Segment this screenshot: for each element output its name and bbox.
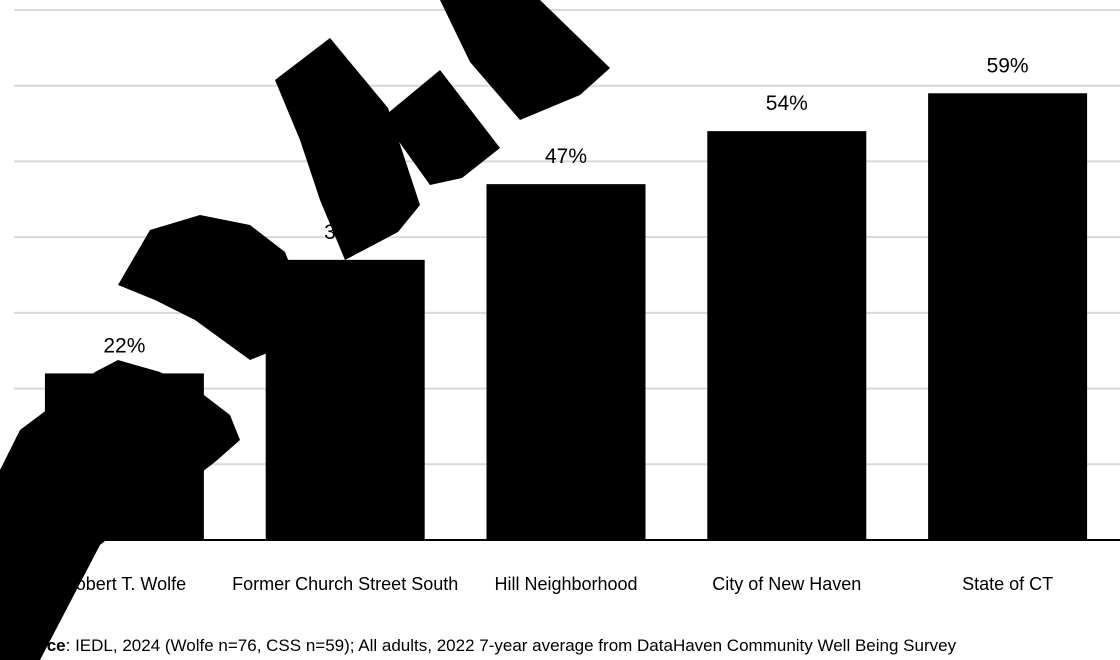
data-label-0: 22% <box>103 334 145 357</box>
x-tick-label-2: Hill Neighborhood <box>494 574 637 594</box>
data-label-3: 54% <box>766 92 808 115</box>
x-tick-label-4: State of CT <box>962 574 1053 594</box>
watermark-letter-a-crossbar <box>382 70 500 185</box>
bar-3 <box>707 131 867 540</box>
watermark-letter-r <box>118 215 300 360</box>
draft-watermark <box>0 0 610 660</box>
x-tick-label-3: City of New Haven <box>712 574 861 594</box>
data-label-2: 47% <box>545 145 587 168</box>
source-label: Source <box>8 636 66 655</box>
watermark-letter-d <box>0 360 240 660</box>
watermark-letter-a <box>275 38 420 260</box>
source-note: Source: IEDL, 2024 (Wolfe n=76, CSS n=59… <box>8 636 1118 656</box>
watermark-letter-a-top <box>440 0 610 120</box>
bar-2 <box>486 184 646 540</box>
bar-4 <box>928 93 1088 541</box>
x-tick-label-1: Former Church Street South <box>232 574 458 594</box>
x-tick-label-0: Robert T. Wolfe <box>63 574 186 594</box>
data-label-4: 59% <box>987 54 1029 77</box>
x-tick-labels: Robert T. Wolfe Former Church Street Sout… <box>63 574 1053 594</box>
source-text: : IEDL, 2024 (Wolfe n=76, CSS n=59); All… <box>65 636 957 655</box>
